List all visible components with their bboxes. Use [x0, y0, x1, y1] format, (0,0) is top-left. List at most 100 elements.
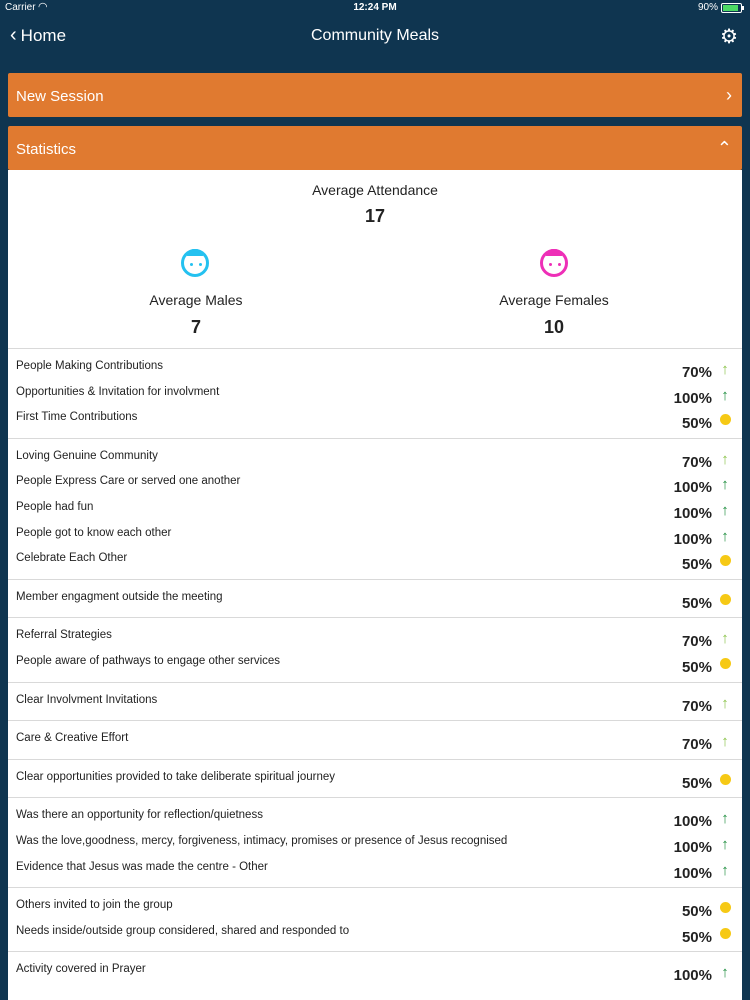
new-session-button[interactable]: New Session ›: [8, 73, 742, 117]
metric-row: Was there an opportunity for reflection/…: [8, 804, 742, 830]
metric-label: Clear Involvment Invitations: [16, 693, 158, 706]
metric-value: 100%: [673, 967, 712, 985]
metric-label: Opportunities & Invitation for involvmen…: [16, 385, 220, 398]
status-dot-icon: [718, 593, 732, 608]
metric-row: Care & Creative Effort 70% ↑: [8, 727, 742, 753]
chevron-right-icon: ›: [726, 85, 732, 105]
arrow-up-icon: ↑: [721, 386, 729, 404]
metric-label: People aware of pathways to engage other…: [16, 654, 281, 667]
arrow-up-icon: ↑: [721, 835, 729, 853]
arrow-up-icon: ↑: [721, 810, 729, 828]
arrow-up-icon: ↑: [721, 694, 729, 712]
back-label: Home: [20, 25, 67, 45]
metric-value: 100%: [673, 813, 712, 831]
metric-value: 100%: [673, 389, 712, 407]
metric-value: 50%: [681, 903, 712, 921]
battery-percent: 90%: [697, 2, 718, 13]
status-dot-icon: [718, 555, 732, 569]
metric-label: Referral Strategies: [16, 629, 112, 642]
metrics-list: People Making Contributions 70% ↑ Opportuni…: [8, 348, 742, 990]
status-dot-icon: [718, 927, 732, 942]
metric-row: First Time Contributions 50%: [8, 406, 742, 432]
arrow-up-icon: ↑: [721, 361, 729, 378]
metric-label: People Express Care or served one anothe…: [16, 475, 241, 488]
metric-row: Opportunities & Invitation for involvmen…: [8, 381, 742, 407]
metric-label: Care & Creative Effort: [16, 732, 129, 745]
metric-label: Others invited to join the group: [16, 899, 173, 912]
arrow-up-icon: ↑: [721, 733, 729, 751]
metric-label: Loving Genuine Community: [16, 449, 158, 462]
statistics-header[interactable]: Statistics ⌃: [8, 126, 742, 170]
metric-value: 100%: [673, 530, 712, 548]
metric-value: 70%: [681, 453, 712, 471]
average-males-value: 7: [190, 317, 201, 337]
metric-label: Needs inside/outside group considered, s…: [16, 924, 350, 937]
metric-row: Others invited to join the group 50%: [8, 894, 742, 920]
metric-row: People got to know each other 100% ↑: [8, 522, 742, 548]
status-dot-icon: [718, 414, 732, 428]
metric-group: Was there an opportunity for reflection/…: [8, 797, 742, 887]
status-dot-icon: [718, 773, 732, 788]
metric-label: Was there an opportunity for reflection/…: [16, 809, 263, 822]
metric-row: Activity covered in Prayer 100% ↑: [8, 958, 742, 984]
metric-row: Clear Involvment Invitations 70% ↑: [8, 689, 742, 715]
metric-row: Member engagment outside the meeting 50%: [8, 586, 742, 612]
metric-value: 70%: [681, 633, 712, 651]
metric-label: Evidence that Jesus was made the centre …: [16, 860, 268, 873]
metric-value: 50%: [681, 594, 712, 612]
metric-label: Celebrate Each Other: [16, 552, 128, 565]
metric-value: 50%: [681, 928, 712, 946]
status-bar: Carrier ◠ 12:24 PM 90%: [0, 0, 750, 16]
page-title: Community Meals: [310, 27, 440, 44]
metric-value: 100%: [673, 479, 712, 497]
metric-row: People aware of pathways to engage other…: [8, 650, 742, 676]
wifi-icon: ◠: [38, 1, 48, 13]
female-icon: [540, 249, 568, 277]
metric-row: Needs inside/outside group considered, s…: [8, 920, 742, 946]
status-dot-icon: [718, 657, 732, 672]
metric-label: Member engagment outside the meeting: [16, 590, 223, 603]
battery-icon: [721, 3, 744, 13]
metric-value: 70%: [681, 736, 712, 754]
arrow-up-icon: ↑: [721, 501, 729, 519]
metric-value: 50%: [681, 658, 712, 676]
metric-value: 100%: [673, 864, 712, 882]
metric-value: 50%: [681, 774, 712, 792]
metric-group: Member engagment outside the meeting 50%: [8, 578, 742, 618]
arrow-up-icon: ↑: [721, 476, 729, 494]
metric-row: Celebrate Each Other 50%: [8, 547, 742, 573]
average-females-value: 10: [543, 317, 565, 337]
average-attendance-label: Average Attendance: [312, 182, 438, 198]
back-button[interactable]: ‹ Home: [10, 24, 66, 47]
statistics-panel: Average Attendance 17 Average Males 7 Av…: [8, 170, 742, 1000]
metric-value: 70%: [681, 364, 712, 381]
average-males-label: Average Males: [149, 292, 243, 308]
metric-group: Clear opportunities provided to take del…: [8, 758, 742, 798]
metric-label: First Time Contributions: [16, 411, 138, 424]
average-females-label: Average Females: [499, 292, 609, 308]
metric-row: People Express Care or served one anothe…: [8, 470, 742, 496]
metric-value: 100%: [673, 504, 712, 522]
metric-group: Clear Involvment Invitations 70% ↑: [8, 681, 742, 721]
metric-row: People Making Contributions 70% ↑: [8, 355, 742, 381]
metric-group: Activity covered in Prayer 100% ↑: [8, 951, 742, 990]
metric-label: People had fun: [16, 500, 94, 513]
arrow-up-icon: ↑: [721, 964, 729, 982]
chevron-left-icon: ‹: [10, 24, 17, 46]
metric-value: 70%: [681, 697, 712, 715]
gear-icon[interactable]: ⚙: [720, 26, 738, 48]
metric-row: People had fun 100% ↑: [8, 496, 742, 522]
attendance-summary: Average Attendance 17 Average Males 7 Av…: [8, 170, 742, 348]
metric-row: Referral Strategies 70% ↑: [8, 624, 742, 650]
nav-bar: ‹ Home Community Meals ⚙: [0, 16, 750, 60]
metric-label: Clear opportunities provided to take del…: [16, 770, 335, 783]
male-icon: [181, 249, 209, 277]
metric-row: Evidence that Jesus was made the centre …: [8, 856, 742, 882]
statistics-label: Statistics: [16, 141, 77, 158]
arrow-up-icon: ↑: [721, 527, 729, 545]
metric-group: Care & Creative Effort 70% ↑: [8, 720, 742, 759]
metric-group: Referral Strategies 70% ↑ People aware of p…: [8, 617, 742, 681]
metric-value: 50%: [681, 556, 712, 574]
metric-label: Was the love,goodness, mercy, forgivenes…: [16, 834, 508, 847]
new-session-label: New Session: [16, 88, 104, 105]
